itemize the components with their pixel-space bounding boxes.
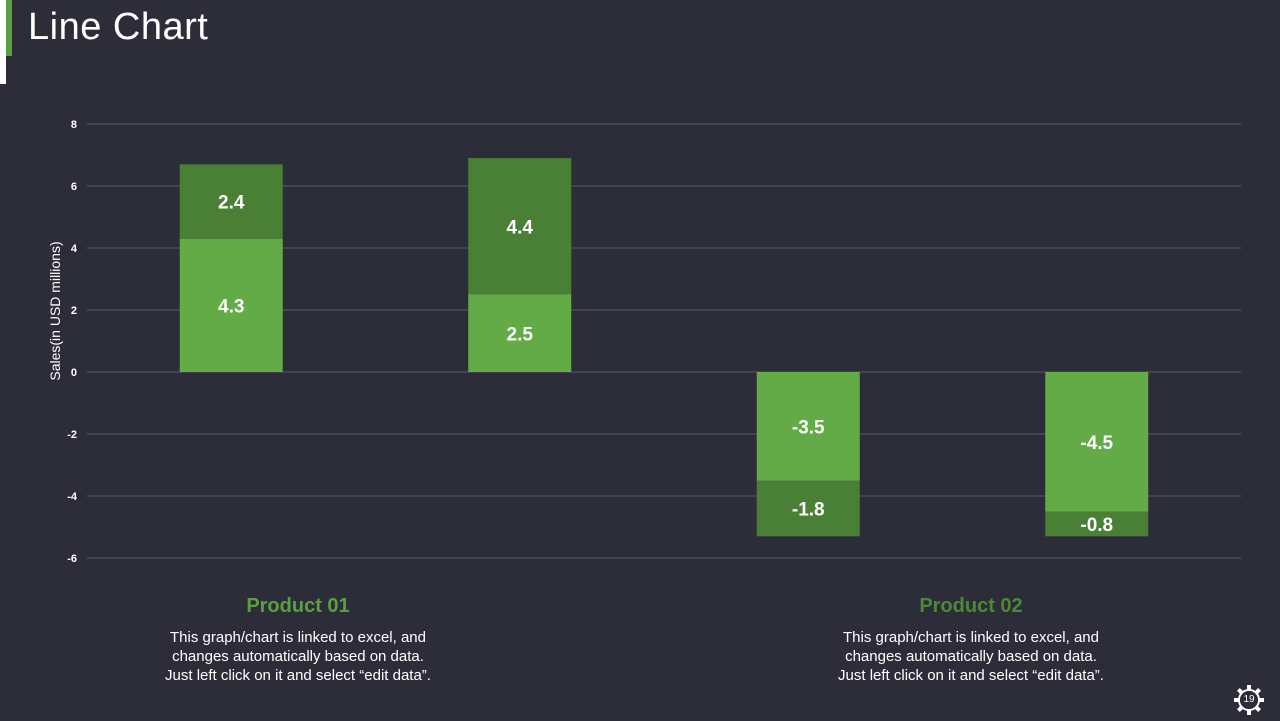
bar-data-label: -0.8	[1080, 515, 1113, 536]
product-02-line-2: changes automatically based on data.	[845, 648, 1097, 665]
bar-2-4[interactable]	[1045, 511, 1149, 537]
product-02-line-3: Just left click on it and select “edit d…	[838, 667, 1104, 684]
bar-data-label: 2.5	[507, 324, 534, 345]
product-01-line-3: Just left click on it and select “edit d…	[165, 667, 431, 684]
y-tick-label: 2	[71, 305, 77, 317]
bar-data-label: 4.4	[507, 217, 534, 238]
title-accent-bar	[0, 0, 6, 84]
bar-data-label: 4.3	[218, 296, 244, 317]
product-02-description: This graph/chart is linked to excel, and…	[801, 628, 1141, 685]
bar-2-2[interactable]	[468, 158, 572, 295]
bar-data-label: -4.5	[1080, 433, 1113, 454]
y-tick-label: 4	[71, 243, 78, 255]
product-01-block: Product 01 This graph/chart is linked to…	[128, 595, 468, 685]
y-tick-label: -4	[67, 491, 78, 503]
bar-data-label: -1.8	[792, 499, 825, 520]
product-01-line-2: changes automatically based on data.	[172, 648, 424, 665]
bar-1-2[interactable]	[468, 294, 572, 373]
chart-bars	[179, 158, 1149, 537]
bar-1-1[interactable]	[179, 238, 283, 372]
product-02-line-1: This graph/chart is linked to excel, and	[843, 629, 1099, 646]
product-01-description: This graph/chart is linked to excel, and…	[128, 628, 468, 685]
page-number-badge: 19	[1233, 684, 1265, 716]
bar-data-label: -3.5	[792, 417, 825, 438]
y-tick-label: 6	[71, 181, 77, 193]
bar-data-label: 2.4	[218, 193, 245, 214]
product-02-title: Product 02	[919, 595, 1023, 617]
bar-1-4[interactable]	[1045, 372, 1149, 512]
y-tick-label: -6	[67, 553, 77, 565]
y-tick-label: -2	[67, 429, 77, 441]
chart-data-labels: 4.3 2.4 2.5 4.4 -3.5 -1.8 -4.5 -0.8	[218, 193, 1114, 536]
stacked-bar-chart[interactable]: 8 6 4 2 0 -2 -4 -6 4.3 2.4 2.5 4.4 -3.5 -1.8 -4.5 -0.8…	[0, 0, 1280, 600]
bar-1-3[interactable]	[756, 372, 860, 481]
bar-2-1[interactable]	[179, 164, 283, 239]
title-accent-green-bar	[6, 0, 12, 56]
product-01-title: Product 01	[246, 595, 350, 617]
product-02-block: Product 02 This graph/chart is linked to…	[801, 595, 1141, 685]
page-number: 19	[1243, 694, 1255, 705]
gear-icon	[1234, 685, 1264, 715]
y-tick-label: 8	[71, 119, 77, 131]
bar-2-3[interactable]	[756, 480, 860, 537]
y-tick-label: 0	[71, 367, 77, 379]
product-01-line-1: This graph/chart is linked to excel, and	[170, 629, 426, 646]
y-axis-label: Sales(in USD millions)	[47, 241, 63, 380]
y-axis-ticks: 8 6 4 2 0 -2 -4 -6	[67, 119, 78, 565]
page-title: Line Chart	[28, 6, 209, 48]
